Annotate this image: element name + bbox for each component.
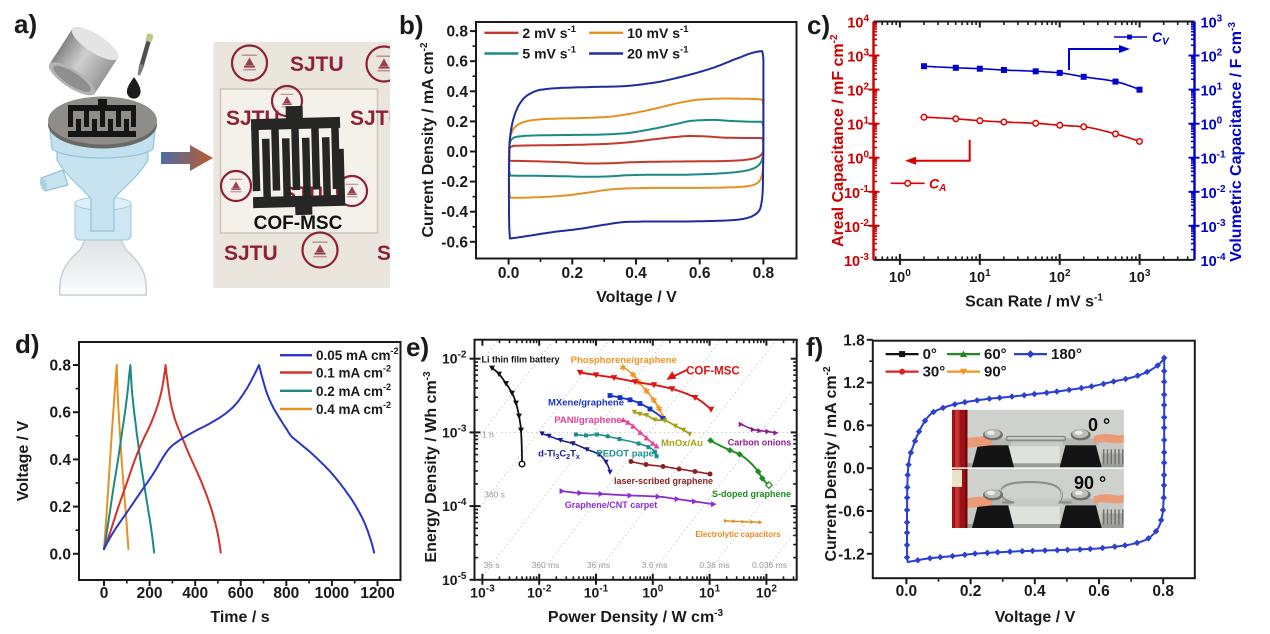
svg-text:Graphene/CNT carpet: Graphene/CNT carpet <box>565 500 658 510</box>
svg-text:Current Density / mA cm-2: Current Density / mA cm-2 <box>419 42 437 237</box>
svg-text:COF-MSC: COF-MSC <box>686 366 740 378</box>
svg-text:0.2: 0.2 <box>562 265 584 282</box>
svg-text:d): d) <box>15 329 40 359</box>
svg-text:0.0: 0.0 <box>498 265 520 282</box>
svg-text:0.0: 0.0 <box>446 144 468 161</box>
svg-text:c): c) <box>807 10 830 40</box>
svg-text:0.0: 0.0 <box>843 461 865 478</box>
svg-text:Carbon onions: Carbon onions <box>728 437 792 447</box>
svg-text:3.6 ms: 3.6 ms <box>642 560 668 570</box>
svg-text:180°: 180° <box>1051 346 1082 363</box>
svg-text:f): f) <box>806 332 823 362</box>
svg-text:1000: 1000 <box>315 585 349 602</box>
svg-text:0.2: 0.2 <box>960 583 982 600</box>
svg-text:0.6: 0.6 <box>1088 583 1110 600</box>
svg-text:0 °: 0 ° <box>1088 415 1110 435</box>
svg-text:Areal Capacitance / mF cm-2: Areal Capacitance / mF cm-2 <box>829 34 847 247</box>
svg-text:0.2: 0.2 <box>49 499 71 516</box>
svg-text:Voltage / V: Voltage / V <box>596 289 677 306</box>
svg-text:b): b) <box>399 10 424 40</box>
svg-text:-0.6: -0.6 <box>441 234 468 251</box>
svg-text:360 s: 360 s <box>484 490 505 500</box>
svg-text:0.4: 0.4 <box>446 84 468 101</box>
svg-text:0.8: 0.8 <box>446 24 468 41</box>
svg-text:10 mV s-1: 10 mV s-1 <box>627 24 689 41</box>
svg-text:90°: 90° <box>984 364 1007 381</box>
svg-text:Phosphorene/graphene: Phosphorene/graphene <box>571 355 677 366</box>
svg-text:36 s: 36 s <box>483 560 499 570</box>
svg-text:5 mV s-1: 5 mV s-1 <box>522 45 576 62</box>
svg-text:S-doped graphene: S-doped graphene <box>712 489 791 499</box>
svg-text:0.4 mA cm-2: 0.4 mA cm-2 <box>316 400 391 417</box>
svg-text:Voltage / V: Voltage / V <box>995 609 1076 626</box>
svg-text:SJTU: SJTU <box>350 107 404 130</box>
svg-text:0.6: 0.6 <box>446 54 468 71</box>
svg-text:Energy Density / Wh cm-3: Energy Density / Wh cm-3 <box>422 371 440 563</box>
svg-text:0.05 mA cm-2: 0.05 mA cm-2 <box>316 346 399 363</box>
svg-text:-0.4: -0.4 <box>441 204 468 221</box>
svg-text:laser-scribed graphene: laser-scribed graphene <box>614 476 713 486</box>
svg-text:0.6: 0.6 <box>689 265 711 282</box>
svg-text:1200: 1200 <box>360 585 394 602</box>
svg-text:800: 800 <box>273 585 299 602</box>
svg-text:0.2 mA cm-2: 0.2 mA cm-2 <box>316 382 391 399</box>
svg-text:0.36 ms: 0.36 ms <box>699 560 729 570</box>
svg-text:0.4: 0.4 <box>49 452 71 469</box>
svg-text:d-Ti3C2Tx: d-Ti3C2Tx <box>538 449 580 462</box>
svg-text:60°: 60° <box>984 346 1007 363</box>
svg-text:0.8: 0.8 <box>49 358 71 375</box>
svg-text:0.8: 0.8 <box>753 265 775 282</box>
svg-text:Current Density / mA cm-2: Current Density / mA cm-2 <box>822 366 840 561</box>
svg-text:MnOx/Au: MnOx/Au <box>661 438 703 449</box>
svg-text:a): a) <box>14 9 37 39</box>
svg-text:-0.2: -0.2 <box>441 174 468 191</box>
svg-text:1.8: 1.8 <box>843 332 865 349</box>
svg-text:0.1 mA cm-2: 0.1 mA cm-2 <box>316 364 391 381</box>
svg-text:0.6: 0.6 <box>49 405 71 422</box>
svg-text:Scan Rate / mV s-1: Scan Rate / mV s-1 <box>965 293 1103 311</box>
svg-text:200: 200 <box>137 585 163 602</box>
svg-text:90 °: 90 ° <box>1074 473 1106 493</box>
svg-text:Electrolytic capacitors: Electrolytic capacitors <box>695 530 781 539</box>
svg-text:0.036 ms: 0.036 ms <box>752 560 787 570</box>
svg-text:Li thin film battery: Li thin film battery <box>481 355 559 365</box>
svg-text:2 mV s-1: 2 mV s-1 <box>522 24 576 41</box>
svg-text:SJTU: SJTU <box>377 242 431 265</box>
svg-text:1.2: 1.2 <box>843 375 865 392</box>
svg-text:Time / s: Time / s <box>210 609 269 626</box>
svg-text:Power Density / W cm-3: Power Density / W cm-3 <box>548 608 724 626</box>
svg-text:COF-MSC: COF-MSC <box>254 213 343 234</box>
svg-text:Voltage / V: Voltage / V <box>15 420 32 501</box>
svg-text:-1.2: -1.2 <box>838 546 865 563</box>
svg-text:36 ms: 36 ms <box>587 560 610 570</box>
svg-text:1 h: 1 h <box>482 430 494 440</box>
svg-text:20 mV s-1: 20 mV s-1 <box>627 45 689 62</box>
svg-text:0.6: 0.6 <box>843 418 865 435</box>
svg-text:MXene/graphene: MXene/graphene <box>548 397 624 408</box>
svg-text:PANI/graphene: PANI/graphene <box>554 415 621 426</box>
svg-text:30°: 30° <box>923 364 946 381</box>
svg-text:e): e) <box>406 332 429 362</box>
svg-text:400: 400 <box>182 585 208 602</box>
svg-text:0.2: 0.2 <box>446 114 468 131</box>
svg-text:-0.6: -0.6 <box>838 503 865 520</box>
svg-text:SJTU: SJTU <box>290 53 344 76</box>
svg-text:360 ms: 360 ms <box>532 560 560 570</box>
svg-text:0°: 0° <box>923 346 937 363</box>
svg-text:600: 600 <box>228 585 254 602</box>
svg-text:Volumetric Capacitance / F cm-: Volumetric Capacitance / F cm-3 <box>1227 22 1245 262</box>
svg-text:PEDOT paper: PEDOT paper <box>596 449 658 460</box>
svg-text:0: 0 <box>100 585 109 602</box>
svg-text:0.0: 0.0 <box>49 546 71 563</box>
svg-text:SJTU: SJTU <box>224 242 278 265</box>
svg-text:0.0: 0.0 <box>896 583 918 600</box>
svg-text:0.4: 0.4 <box>1024 583 1046 600</box>
svg-text:0.8: 0.8 <box>1152 583 1174 600</box>
svg-text:0.4: 0.4 <box>625 265 647 282</box>
